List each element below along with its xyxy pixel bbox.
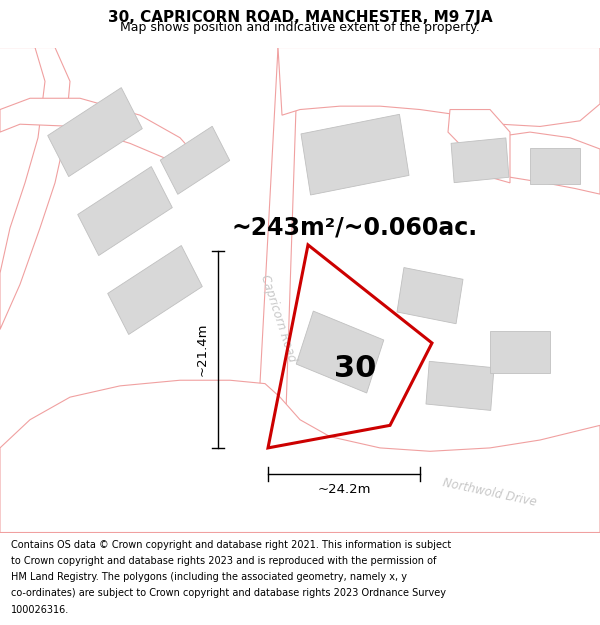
- Polygon shape: [0, 48, 70, 329]
- Text: to Crown copyright and database rights 2023 and is reproduced with the permissio: to Crown copyright and database rights 2…: [11, 556, 436, 566]
- Text: 100026316.: 100026316.: [11, 604, 69, 614]
- Polygon shape: [397, 268, 463, 324]
- Polygon shape: [301, 114, 409, 195]
- Text: ~21.4m: ~21.4m: [196, 322, 209, 376]
- Text: 30, CAPRICORN ROAD, MANCHESTER, M9 7JA: 30, CAPRICORN ROAD, MANCHESTER, M9 7JA: [107, 11, 493, 26]
- Polygon shape: [160, 126, 230, 194]
- Polygon shape: [296, 311, 384, 393]
- Polygon shape: [490, 132, 600, 194]
- Polygon shape: [451, 138, 509, 182]
- Polygon shape: [278, 48, 600, 126]
- Text: ~243m²/~0.060ac.: ~243m²/~0.060ac.: [232, 216, 478, 240]
- Polygon shape: [77, 167, 172, 256]
- Text: ~24.2m: ~24.2m: [317, 483, 371, 496]
- Polygon shape: [252, 48, 298, 532]
- Polygon shape: [490, 331, 550, 374]
- Text: Map shows position and indicative extent of the property.: Map shows position and indicative extent…: [120, 21, 480, 34]
- Text: 30: 30: [334, 354, 376, 384]
- Text: Capricorn Road: Capricorn Road: [258, 273, 298, 364]
- Polygon shape: [47, 88, 142, 177]
- Polygon shape: [107, 246, 202, 334]
- Text: co-ordinates) are subject to Crown copyright and database rights 2023 Ordnance S: co-ordinates) are subject to Crown copyr…: [11, 589, 446, 599]
- Polygon shape: [448, 109, 510, 183]
- Text: Contains OS data © Crown copyright and database right 2021. This information is : Contains OS data © Crown copyright and d…: [11, 540, 451, 550]
- Polygon shape: [530, 148, 580, 184]
- Text: Northwold Drive: Northwold Drive: [442, 477, 538, 509]
- Polygon shape: [0, 98, 200, 178]
- Polygon shape: [426, 361, 494, 411]
- Polygon shape: [0, 380, 600, 532]
- Text: HM Land Registry. The polygons (including the associated geometry, namely x, y: HM Land Registry. The polygons (includin…: [11, 572, 407, 582]
